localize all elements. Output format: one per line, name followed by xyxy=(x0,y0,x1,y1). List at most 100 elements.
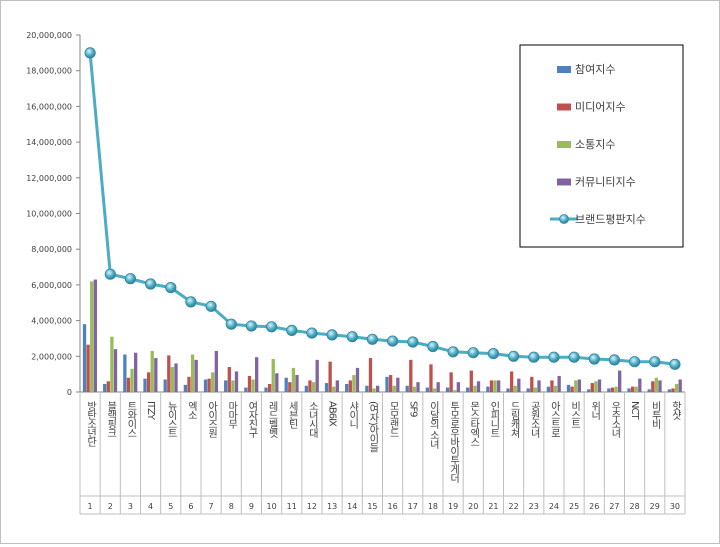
bar-미디어지수 xyxy=(267,383,272,392)
x-tick-label: (여자)아이들 xyxy=(367,401,379,453)
bar-참여지수 xyxy=(82,324,87,392)
point-브랜드평판지수 xyxy=(507,350,520,362)
x-tick-label: 마마무 xyxy=(226,401,238,430)
bar-소통지수 xyxy=(291,367,296,392)
bar-미디어지수 xyxy=(348,380,352,392)
bar-소통지수 xyxy=(432,388,437,392)
bar-미디어지수 xyxy=(106,381,110,392)
bar-소통지수 xyxy=(412,386,417,392)
bar-미디어지수 xyxy=(368,358,373,392)
bar-소통지수 xyxy=(211,372,215,392)
bar-소통지수 xyxy=(473,385,477,392)
bar-소통지수 xyxy=(493,380,497,392)
x-rank-label: 9 xyxy=(249,502,254,511)
bar-커뮤니티지수 xyxy=(678,379,682,392)
point-브랜드평판지수 xyxy=(568,351,580,363)
point-브랜드평판지수 xyxy=(124,273,136,285)
x-rank-label: 29 xyxy=(650,502,660,511)
bar-참여지수 xyxy=(264,387,268,392)
point-브랜드평판지수 xyxy=(386,335,399,347)
line-series xyxy=(84,47,681,370)
x-rank-label: 11 xyxy=(287,502,297,511)
point-브랜드평판지수 xyxy=(588,353,600,365)
bar-미디어지수 xyxy=(328,361,332,392)
bar-참여지수 xyxy=(304,385,309,392)
bar-커뮤니티지수 xyxy=(658,380,662,392)
bar-참여지수 xyxy=(526,388,530,392)
x-tick-label: 여자친구 xyxy=(246,401,258,439)
bar-참여지수 xyxy=(627,388,631,392)
bar-소통지수 xyxy=(372,388,376,392)
legend-label: 참여지수 xyxy=(575,63,615,76)
bar-참여지수 xyxy=(284,377,288,392)
x-tick-label: 투모로우바이투게더 xyxy=(448,401,460,484)
x-rank-label: 15 xyxy=(367,502,377,511)
y-tick-label: 0 xyxy=(67,388,72,397)
bar-커뮤니티지수 xyxy=(335,380,339,392)
x-rank-label: 14 xyxy=(347,502,357,511)
bar-참여지수 xyxy=(365,385,369,392)
bar-참여지수 xyxy=(244,387,248,392)
bar-참여지수 xyxy=(183,384,188,392)
bar-커뮤니티지수 xyxy=(476,381,481,392)
x-rank-label: 12 xyxy=(307,502,317,511)
x-rank-label: 25 xyxy=(569,502,579,511)
x-tick-label: 아이즈원 xyxy=(206,401,218,438)
bar-미디어지수 xyxy=(388,375,393,392)
x-tick-label: 모모랜드 xyxy=(387,401,399,437)
bar-미디어지수 xyxy=(489,380,494,392)
bar-소통지수 xyxy=(553,385,558,392)
bar-미디어지수 xyxy=(187,376,191,392)
x-rank-label: 17 xyxy=(408,502,418,511)
x-rank-label: 5 xyxy=(168,502,173,511)
x-rank-label: 10 xyxy=(266,502,276,511)
point-브랜드평판지수 xyxy=(326,329,338,341)
bar-소통지수 xyxy=(614,386,618,392)
point-브랜드평판지수 xyxy=(649,356,661,368)
legend-label: 커뮤니티지수 xyxy=(575,176,636,189)
point-브랜드평판지수 xyxy=(225,318,237,330)
x-tick-label: 공원소녀 xyxy=(528,401,540,439)
bar-커뮤니티지수 xyxy=(93,279,97,392)
x-tick-label: SF9 xyxy=(407,401,418,417)
bar-미디어지수 xyxy=(570,386,574,392)
bar-커뮤니티지수 xyxy=(577,379,581,392)
bar-커뮤니티지수 xyxy=(295,375,299,392)
x-labels: 방탄소년단 1 블랙핑크 2 트와이스 3 ITZY 4 뉴이스트 5 엑소 6 아이즈원 7 마마무 8 여자… xyxy=(85,400,681,511)
bar-커뮤니티지수 xyxy=(638,378,642,392)
y-tick-label: 16,000,000 xyxy=(26,102,72,111)
y-tick-label: 4,000,000 xyxy=(31,317,72,326)
point-브랜드평판지수 xyxy=(407,336,419,348)
bar-커뮤니티지수 xyxy=(396,377,400,392)
point-브랜드평판지수 xyxy=(185,296,197,308)
bar-커뮤니티지수 xyxy=(597,379,602,392)
bar-참여지수 xyxy=(345,383,349,392)
bar-커뮤니티지수 xyxy=(154,358,158,392)
bar-소통지수 xyxy=(90,281,94,392)
x-rank-label: 28 xyxy=(629,502,639,511)
point-브랜드평판지수 xyxy=(104,268,116,280)
bar-커뮤니티지수 xyxy=(234,371,239,392)
bars xyxy=(82,279,682,392)
bar-커뮤니티지수 xyxy=(456,382,460,392)
bar-참여지수 xyxy=(647,389,651,392)
bar-소통지수 xyxy=(170,367,175,392)
bar-참여지수 xyxy=(103,383,107,392)
bar-소통지수 xyxy=(533,387,538,392)
legend-label: 미디어지수 xyxy=(575,101,626,114)
x-tick-label: 우주소녀 xyxy=(609,401,621,439)
x-rank-label: 24 xyxy=(549,502,559,511)
x-tick-label: 세븐틴 xyxy=(286,401,298,429)
bar-참여지수 xyxy=(385,376,389,392)
x-rank-label: 27 xyxy=(609,502,619,511)
x-rank-label: 6 xyxy=(188,502,193,511)
bar-커뮤니티지수 xyxy=(416,382,420,392)
point-브랜드평판지수 xyxy=(84,47,96,59)
point-브랜드평판지수 xyxy=(265,321,278,333)
point-브랜드평판지수 xyxy=(366,333,378,345)
x-rank-label: 3 xyxy=(128,502,133,511)
bar-소통지수 xyxy=(654,377,659,392)
bar-소통지수 xyxy=(453,390,457,392)
